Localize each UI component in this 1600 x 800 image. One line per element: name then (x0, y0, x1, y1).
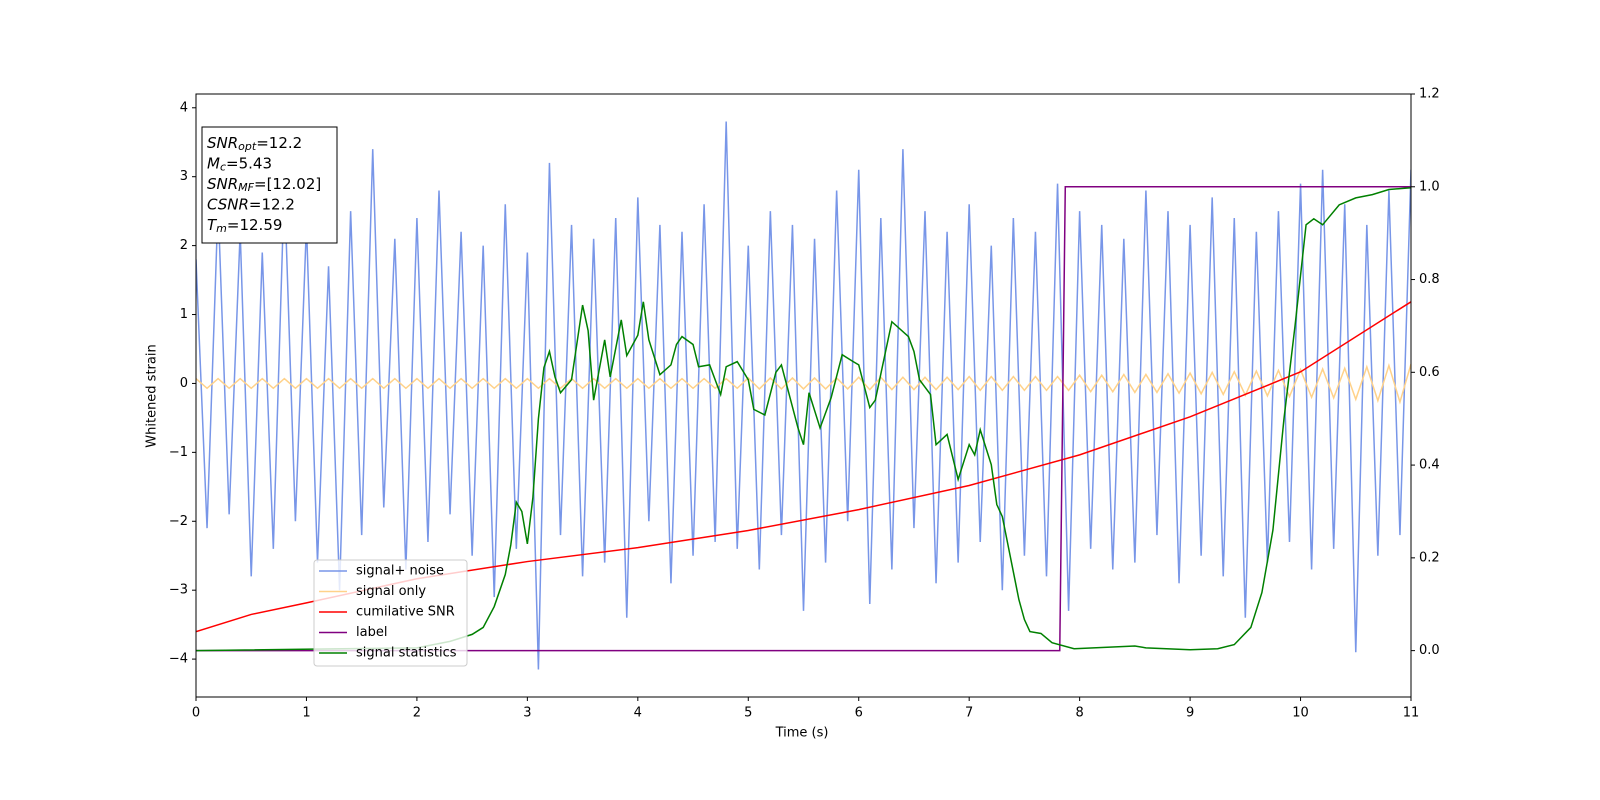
annotation-line: SNRopt=12.2 (207, 134, 302, 154)
legend-frame (313, 559, 468, 667)
x-tick-label: 8 (1075, 706, 1083, 721)
y2-tick-label: 1.0 (1419, 179, 1440, 194)
annotation-value: =12.2 (256, 134, 302, 152)
annotation-symbol: CSNR (207, 195, 249, 213)
y-tick-label: 0 (180, 376, 188, 391)
series-line (196, 301, 1411, 633)
annotation-frame (201, 126, 338, 244)
legend-label: label (356, 625, 387, 640)
series-line (196, 121, 1411, 670)
legend-label: signal only (356, 584, 426, 599)
x-tick-label: 11 (1403, 706, 1420, 721)
y2-tick-label: 0.6 (1419, 365, 1440, 380)
x-tick-label: 4 (634, 706, 642, 721)
annotation-value: =12.59 (227, 216, 283, 234)
annotation-subscript: m (216, 222, 227, 235)
y-tick-label: −2 (169, 514, 188, 529)
legend-label: signal statistics (356, 646, 457, 661)
y-tick-label: 2 (180, 238, 188, 253)
annotation-symbol: SNR (207, 175, 238, 193)
x-tick-label: 5 (744, 706, 752, 721)
y-axis-label: Whitened strain (145, 344, 160, 447)
annotation-value: =5.43 (226, 154, 272, 172)
annotation-box: SNRopt=12.2Mc=5.43SNRMF=[12.02]CSNR=12.2… (201, 126, 338, 244)
annotation-line: SNRMF=[12.02] (207, 175, 321, 195)
x-tick-label: 7 (965, 706, 973, 721)
x-axis-label: Time (s) (775, 726, 829, 741)
y2-tick-label: 0.8 (1419, 272, 1440, 287)
annotation-symbol: SNR (207, 134, 238, 152)
annotation-symbol: T (207, 216, 218, 234)
annotation-line: Tm=12.59 (207, 216, 282, 236)
y2-tick-label: 1.2 (1419, 87, 1440, 102)
y2-tick-label: 0.0 (1419, 643, 1440, 658)
y-tick-label: −1 (169, 445, 188, 460)
x-tick-label: 3 (523, 706, 531, 721)
y2-tick-label: 0.4 (1419, 458, 1440, 473)
annotation-subscript: opt (238, 140, 257, 153)
plot-frame (195, 93, 1412, 698)
x-tick-label: 10 (1292, 706, 1309, 721)
annotation-symbol: M (207, 154, 220, 172)
legend-label: signal+ noise (356, 564, 444, 579)
annotation-value: =[12.02] (254, 175, 321, 193)
annotation-subscript: MF (238, 181, 254, 194)
legend-label: cumilative SNR (356, 605, 455, 620)
series-line (196, 362, 1411, 405)
annotation-subscript: c (220, 161, 226, 174)
legend: signal+ noise signal only cumilative SNR la… (313, 559, 468, 667)
x-tick-label: 9 (1186, 706, 1194, 721)
annotation-value: =12.2 (249, 195, 295, 213)
annotation-line: CSNR=12.2 (207, 195, 295, 213)
y-tick-label: 1 (180, 307, 188, 322)
series-line (196, 186, 1411, 652)
x-tick-label: 1 (302, 706, 310, 721)
series-line (196, 186, 1411, 652)
y-tick-label: −3 (169, 583, 188, 598)
x-tick-label: 6 (855, 706, 863, 721)
x-tick-label: 2 (413, 706, 421, 721)
y2-tick-label: 0.2 (1419, 550, 1440, 565)
annotation-line: Mc=5.43 (207, 154, 272, 174)
x-tick-label: 0 (192, 706, 200, 721)
y-tick-label: −4 (169, 652, 188, 667)
y-tick-label: 3 (180, 169, 188, 184)
y-tick-label: 4 (180, 100, 188, 115)
